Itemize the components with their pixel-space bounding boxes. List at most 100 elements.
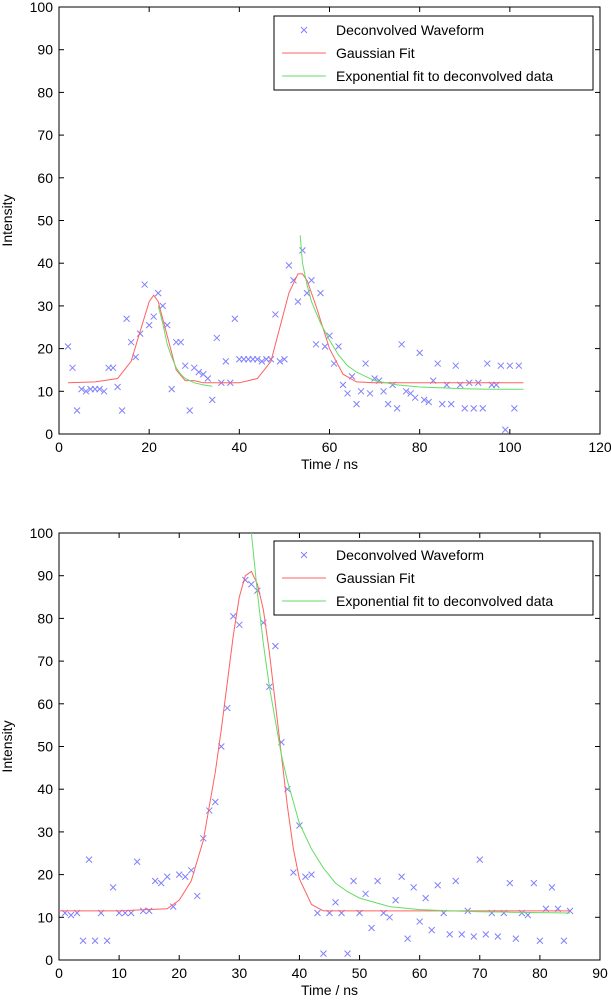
data-point-marker — [339, 381, 347, 389]
data-point-marker — [420, 396, 428, 404]
data-point-marker — [181, 873, 189, 881]
data-point-marker — [127, 909, 135, 917]
data-point-marker — [452, 877, 460, 885]
data-point-marker — [118, 407, 126, 414]
y-tick-label: 0 — [45, 426, 53, 442]
data-point-marker — [458, 931, 466, 938]
data-point-marker — [320, 950, 327, 957]
y-tick-label: 40 — [37, 781, 53, 797]
chart-2: 0 10 20 30 40 50 60 70 80 90 0 10 20 30 40 50 60 70 80 90 10… — [0, 525, 608, 998]
data-point-marker — [145, 907, 153, 915]
chart-1: 0 20 40 60 80 100 120 0 10 20 30 40 50 60 70 80 90 100 Tim… — [0, 0, 611, 472]
data-point-marker — [447, 400, 455, 408]
data-point-marker — [276, 358, 284, 365]
data-point-marker — [64, 343, 72, 350]
data-point-marker — [483, 360, 491, 367]
data-point-marker — [308, 871, 315, 878]
y-tick-label: 90 — [37, 42, 53, 58]
legend-label: Deconvolved Waveform — [336, 547, 484, 563]
x-tick-label: 90 — [592, 965, 608, 981]
data-point-marker — [410, 884, 418, 891]
data-point-marker — [213, 334, 221, 342]
y-tick-label: 90 — [37, 568, 53, 584]
y-tick-label: 30 — [37, 824, 53, 840]
data-point-marker — [175, 871, 183, 878]
data-point-marker — [344, 950, 351, 957]
data-point-marker — [362, 890, 369, 898]
data-point-marker — [223, 704, 231, 712]
data-point-marker — [195, 368, 203, 376]
x-tick-label: 20 — [171, 965, 187, 981]
data-point-marker — [186, 407, 194, 414]
data-point-marker — [258, 358, 266, 365]
x-tick-label: 60 — [412, 965, 428, 981]
data-point-marker — [248, 580, 255, 588]
data-point-marker — [169, 903, 177, 910]
data-point-marker — [350, 877, 357, 885]
data-point-marker — [362, 360, 369, 367]
legend-label: Gaussian Fit — [336, 570, 415, 586]
x-tick-label: 20 — [141, 439, 157, 455]
data-point-marker — [366, 390, 374, 397]
legend-box — [273, 540, 594, 616]
data-point-marker — [285, 261, 293, 269]
y-tick-label: 100 — [30, 0, 54, 15]
data-point-marker — [78, 385, 85, 393]
data-point-marker — [404, 935, 411, 943]
data-point-marker — [290, 869, 297, 876]
data-point-marker — [506, 362, 514, 370]
data-point-marker — [428, 926, 436, 934]
x-tick-label: 50 — [352, 965, 368, 981]
data-point-marker — [506, 879, 514, 887]
data-point-marker — [398, 340, 405, 348]
y-tick-label: 40 — [37, 255, 53, 271]
data-point-marker — [461, 405, 469, 412]
data-point-marker — [100, 387, 108, 395]
data-point-marker — [254, 355, 261, 363]
exponential-fit-line — [250, 533, 570, 914]
data-point-marker — [159, 302, 167, 310]
data-point-marker — [91, 937, 99, 945]
data-point-marker — [402, 387, 410, 395]
legend-box — [273, 15, 594, 91]
data-point-marker — [470, 405, 478, 412]
data-point-marker — [229, 612, 237, 620]
data-point-marker — [299, 247, 306, 254]
gaussian-fit-line — [59, 570, 570, 912]
x-tick-label: 0 — [55, 965, 63, 981]
data-point-marker — [272, 642, 279, 650]
data-point-marker — [151, 877, 159, 885]
data-point-marker — [446, 931, 454, 938]
data-point-marker — [422, 894, 430, 902]
data-point-marker — [96, 385, 103, 393]
data-point-marker — [281, 355, 288, 363]
data-point-marker — [398, 873, 405, 881]
x-tick-label: 0 — [55, 439, 63, 455]
y-axis-label: Intensity — [0, 194, 15, 246]
data-layer — [64, 235, 524, 434]
data-point-marker — [314, 909, 321, 917]
data-point-marker — [416, 349, 424, 357]
data-point-marker — [187, 866, 195, 874]
data-point-marker — [452, 362, 460, 370]
data-point-marker — [548, 884, 556, 891]
y-tick-label: 50 — [37, 739, 53, 755]
data-point-marker — [205, 807, 213, 814]
data-point-marker — [317, 289, 324, 297]
data-layer — [59, 533, 574, 957]
data-point-marker — [425, 398, 433, 406]
data-point-marker — [524, 911, 532, 919]
data-point-marker — [476, 856, 484, 864]
x-tick-label: 120 — [588, 439, 611, 455]
data-point-marker — [386, 913, 393, 921]
y-tick-label: 30 — [37, 298, 53, 314]
data-point-marker — [512, 935, 520, 943]
legend-label: Gaussian Fit — [336, 45, 415, 61]
data-point-marker — [150, 313, 158, 320]
data-point-marker — [479, 405, 487, 412]
data-point-marker — [136, 330, 144, 338]
data-point-marker — [272, 311, 279, 318]
data-point-marker — [312, 340, 320, 348]
x-tick-label: 80 — [532, 965, 548, 981]
data-point-marker — [267, 355, 275, 363]
